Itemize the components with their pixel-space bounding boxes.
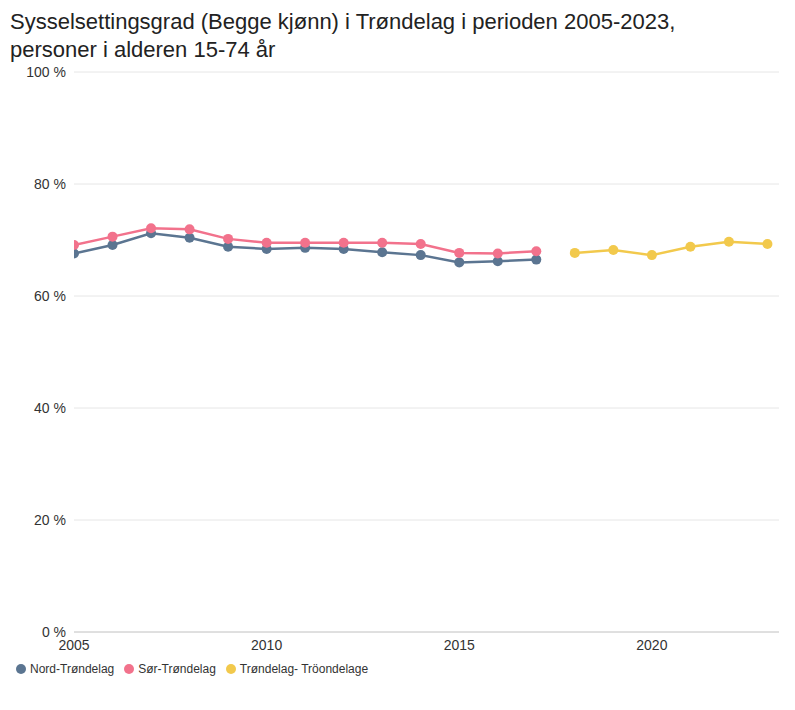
svg-text:2015: 2015 — [444, 637, 475, 653]
svg-text:2010: 2010 — [251, 637, 282, 653]
svg-text:2005: 2005 — [58, 636, 90, 653]
svg-text:0 %: 0 % — [42, 624, 66, 640]
svg-text:40 %: 40 % — [34, 400, 66, 416]
svg-text:60 %: 60 % — [34, 288, 66, 304]
svg-text:80 %: 80 % — [34, 176, 66, 192]
html-text:Nord-Trøndelag: Nord-Trøndelag — [30, 662, 115, 676]
svg-text:100 %: 100 % — [26, 64, 66, 80]
html-text:Sysselsettingsgrad (Begge kjøn: Sysselsettingsgrad (Begge kjønn) i Trønd… — [10, 9, 676, 62]
html-text:Trøndelag- Tröondelage: Trøndelag- Tröondelage — [239, 662, 369, 676]
html-text:Sør-Trøndelag: Sør-Trøndelag — [138, 662, 216, 676]
svg-text:2020: 2020 — [636, 637, 667, 653]
svg-text:20 %: 20 % — [34, 512, 66, 528]
